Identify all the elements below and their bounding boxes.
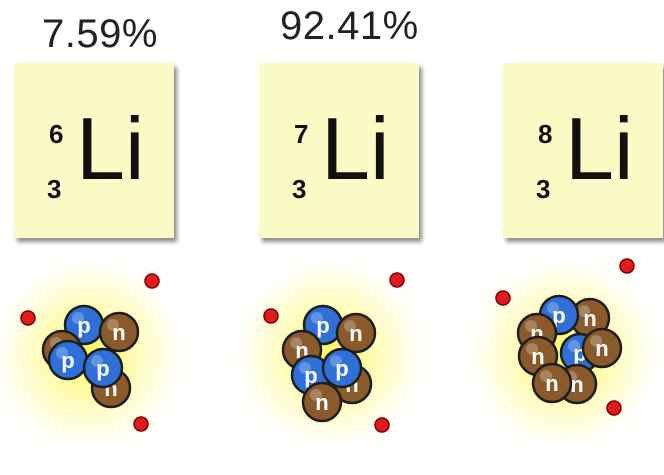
particle-label: p — [77, 313, 90, 338]
particle-label: n — [349, 321, 362, 346]
mass-number: 7 — [294, 119, 309, 149]
neutron: n — [301, 381, 343, 423]
particle-label: n — [595, 336, 608, 361]
particle-label: p — [61, 348, 74, 373]
element-card-li7: 7 3 Li — [259, 63, 419, 238]
neutron: n — [581, 327, 623, 369]
abundance-li6: 7.59% — [42, 12, 158, 56]
electron — [495, 290, 511, 306]
particle-label: p — [304, 363, 317, 388]
neutron: n — [335, 312, 377, 354]
atomic-number: 3 — [292, 174, 307, 204]
electron — [606, 400, 622, 416]
electron — [133, 416, 149, 432]
electron — [263, 308, 279, 324]
neutron: n — [98, 311, 140, 353]
electron — [619, 258, 635, 274]
mass-number: 8 — [538, 119, 553, 149]
neutron: n — [531, 362, 573, 404]
electron — [144, 273, 160, 289]
proton: p — [82, 347, 124, 389]
proton: p — [321, 347, 363, 389]
element-card-li8: 8 3 Li — [503, 63, 663, 238]
atomic-number: 3 — [47, 174, 62, 204]
element-card-li6: 6 3 Li — [14, 63, 174, 238]
atomic-number: 3 — [536, 174, 551, 204]
particle-label: n — [531, 344, 544, 369]
particle-label: p — [335, 356, 348, 381]
mass-number: 6 — [49, 119, 64, 149]
particle-label: p — [96, 356, 109, 381]
element-symbol: Li — [321, 99, 390, 198]
particle-label: n — [570, 372, 583, 397]
particle-label: p — [316, 313, 329, 338]
electron — [389, 272, 405, 288]
element-symbol: Li — [76, 99, 145, 198]
abundance-li7: 92.41% — [280, 4, 419, 48]
element-symbol: Li — [565, 99, 634, 198]
particle-label: p — [552, 303, 565, 328]
electron — [374, 417, 390, 433]
particle-label: n — [315, 390, 328, 415]
proton: p — [47, 339, 89, 381]
particle-label: n — [112, 320, 125, 345]
electron — [20, 310, 36, 326]
particle-label: n — [583, 306, 596, 331]
particle-label: n — [545, 371, 558, 396]
